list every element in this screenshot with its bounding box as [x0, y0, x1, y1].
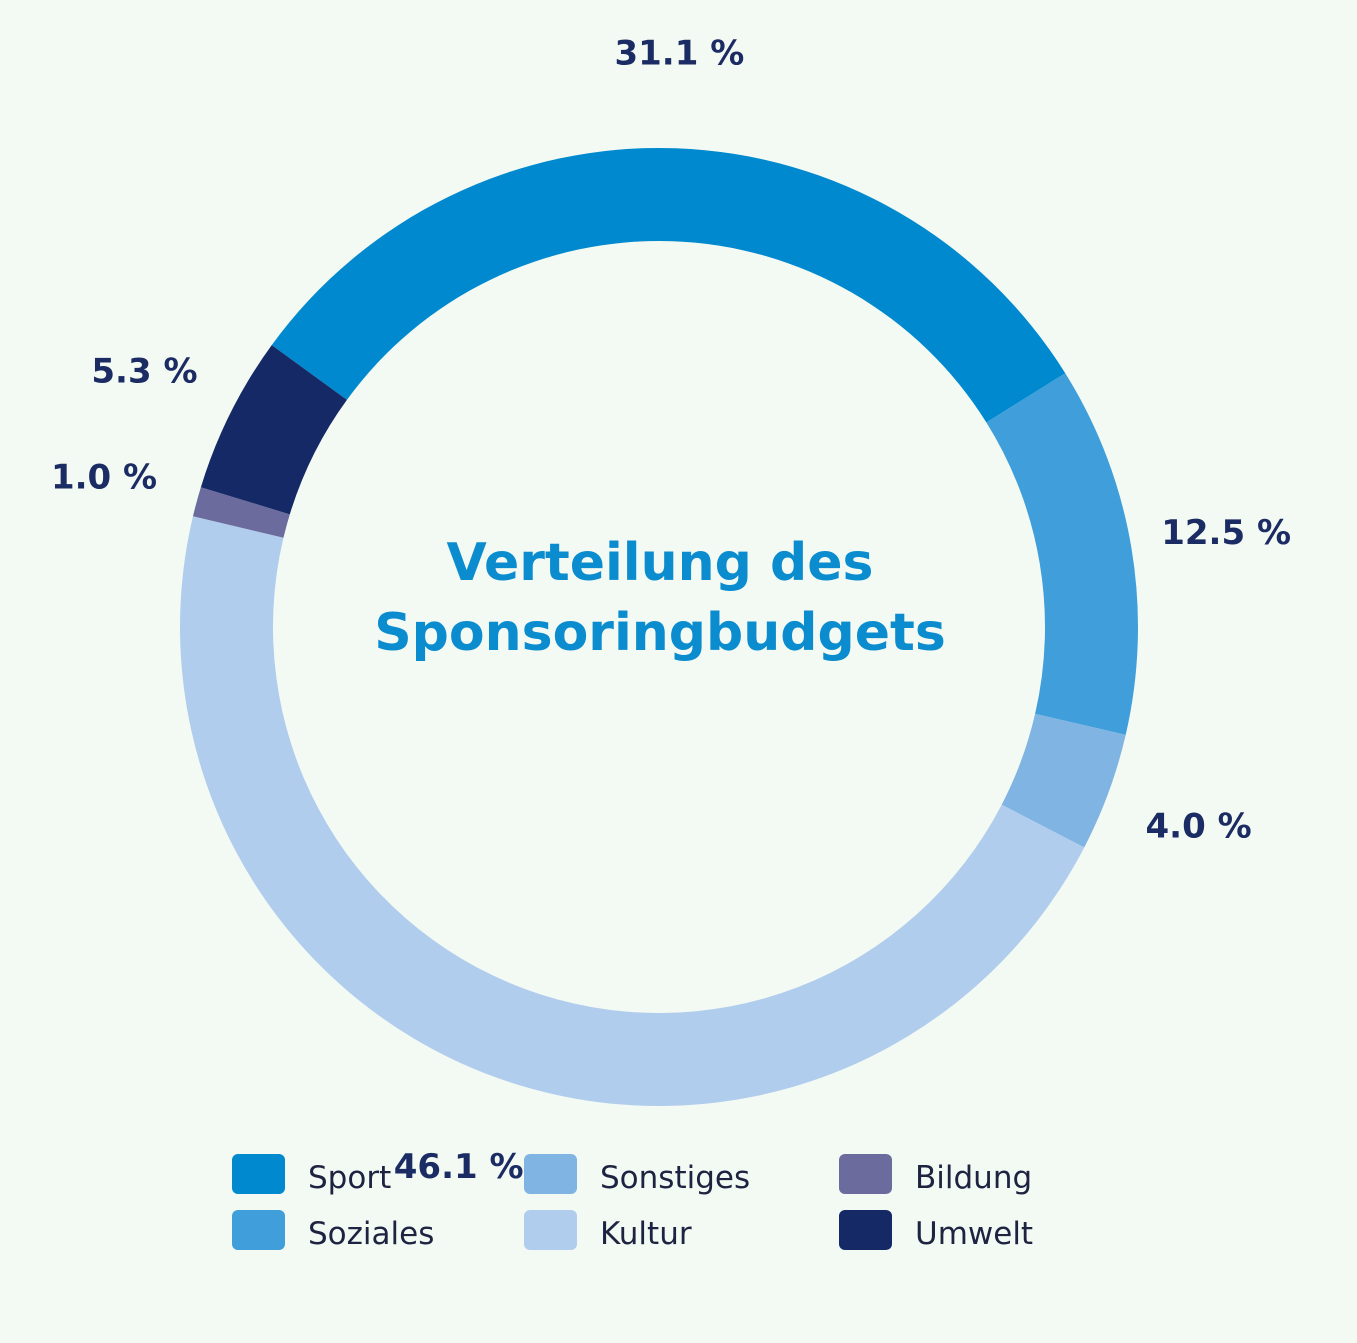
legend-item-sport: Sport — [232, 1154, 392, 1196]
legend-item-umwelt: Umwelt — [839, 1210, 1034, 1252]
slice-label-sonstiges: 4.0 % — [1146, 807, 1252, 847]
legend-swatch-bildung — [839, 1154, 892, 1194]
slice-umwelt — [200, 345, 347, 515]
legend-label-soziales: Soziales — [308, 1216, 435, 1252]
legend-item-sonstiges: Sonstiges — [524, 1154, 751, 1196]
legend-swatch-sport — [232, 1154, 285, 1194]
slice-kultur — [179, 516, 1085, 1107]
slice-bildung — [192, 487, 290, 538]
slice-soziales — [986, 373, 1138, 735]
legend-item-bildung: Bildung — [839, 1154, 1033, 1196]
slice-label-kultur: 46.1 % — [394, 1147, 524, 1187]
legend-label-bildung: Bildung — [915, 1160, 1033, 1196]
legend: Sport Soziales Sonstiges Kultur Bildung … — [232, 1154, 1132, 1264]
slice-labels: 31.1 % 12.5 % 4.0 % 46.1 % 1.0 % 5.3 % — [51, 33, 1291, 1187]
slice-sonstiges — [1001, 713, 1126, 848]
chart-title-line-2: Sponsoringbudgets — [374, 603, 946, 663]
legend-item-kultur: Kultur — [524, 1210, 692, 1252]
legend-swatch-kultur — [524, 1210, 577, 1250]
legend-swatch-sonstiges — [524, 1154, 577, 1194]
slice-label-bildung: 1.0 % — [51, 458, 157, 498]
chart-title-line-1: Verteilung des — [447, 533, 874, 593]
legend-label-kultur: Kultur — [600, 1216, 692, 1252]
legend-item-soziales: Soziales — [232, 1210, 435, 1252]
legend-swatch-umwelt — [839, 1210, 892, 1250]
legend-label-umwelt: Umwelt — [915, 1216, 1034, 1252]
legend-label-sonstiges: Sonstiges — [600, 1160, 751, 1196]
donut-slices — [179, 147, 1138, 1107]
slice-label-umwelt: 5.3 % — [91, 351, 197, 391]
slice-sport — [271, 147, 1066, 423]
legend-swatch-soziales — [232, 1210, 285, 1250]
slice-label-sport: 31.1 % — [614, 33, 744, 73]
slice-label-soziales: 12.5 % — [1161, 513, 1291, 553]
legend-label-sport: Sport — [308, 1160, 392, 1196]
